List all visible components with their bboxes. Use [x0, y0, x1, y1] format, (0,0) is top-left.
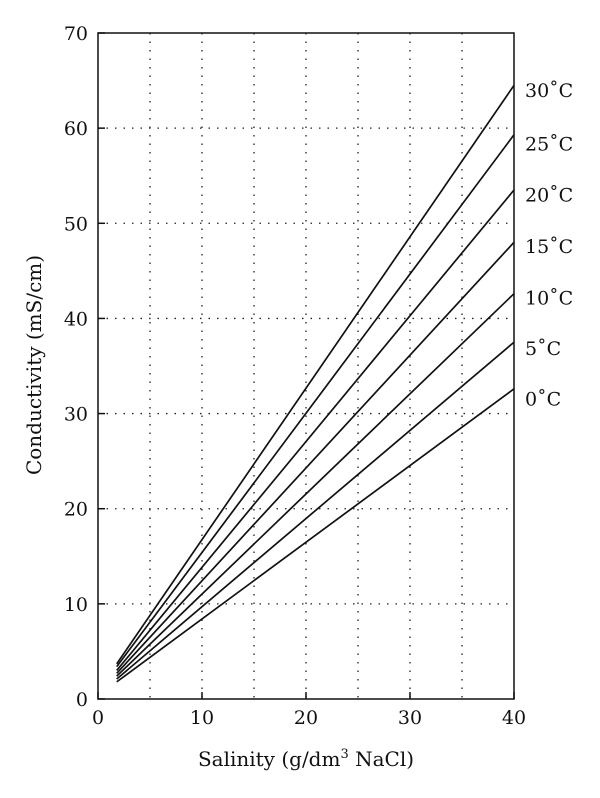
x-axis-label-tail: NaCl)	[349, 747, 414, 771]
y-axis-label: Conductivity (mS/cm)	[22, 255, 46, 475]
axis-ticks	[97, 32, 515, 700]
y-tick-label-60: 60	[64, 118, 88, 140]
series-label-6: 30˚C	[525, 80, 573, 102]
x-axis-label-main: Salinity (g/dm	[198, 747, 341, 771]
y-tick-label-70: 70	[64, 23, 88, 45]
series-line-3	[116, 241, 515, 674]
series-line-5	[116, 134, 515, 668]
series-labels: 0˚C 5˚C 10˚C 15˚C 20˚C 25˚C 30˚C	[525, 80, 573, 410]
series-label-4: 20˚C	[525, 185, 573, 207]
series-line-2	[116, 293, 515, 677]
x-tick-label-30: 30	[398, 707, 422, 729]
series-line-0	[116, 388, 515, 683]
grid-lines	[98, 33, 514, 699]
y-tick-label-30: 30	[64, 404, 88, 426]
tick-labels: 0 10 20 30 40 0 10 20 30 40 50 60 70	[64, 23, 526, 729]
series-line-6	[116, 84, 515, 665]
x-tick-label-0: 0	[92, 707, 104, 729]
x-axis-label-sup: 3	[340, 747, 348, 762]
x-axis-label: Salinity (g/dm3 NaCl)	[198, 747, 414, 771]
y-tick-label-50: 50	[64, 213, 88, 235]
x-tick-label-20: 20	[294, 707, 318, 729]
y-tick-label-0: 0	[76, 689, 88, 711]
series-label-5: 25˚C	[525, 133, 573, 155]
series-lines	[116, 84, 515, 683]
series-line-4	[116, 189, 515, 671]
y-tick-label-10: 10	[64, 594, 88, 616]
x-tick-label-40: 40	[502, 707, 526, 729]
series-label-0: 0˚C	[525, 388, 561, 410]
series-label-2: 10˚C	[525, 287, 573, 309]
y-tick-label-20: 20	[64, 499, 88, 521]
series-line-1	[116, 341, 515, 680]
y-tick-label-40: 40	[64, 308, 88, 330]
series-label-3: 15˚C	[525, 236, 573, 258]
series-label-1: 5˚C	[525, 338, 561, 360]
x-tick-label-10: 10	[190, 707, 214, 729]
